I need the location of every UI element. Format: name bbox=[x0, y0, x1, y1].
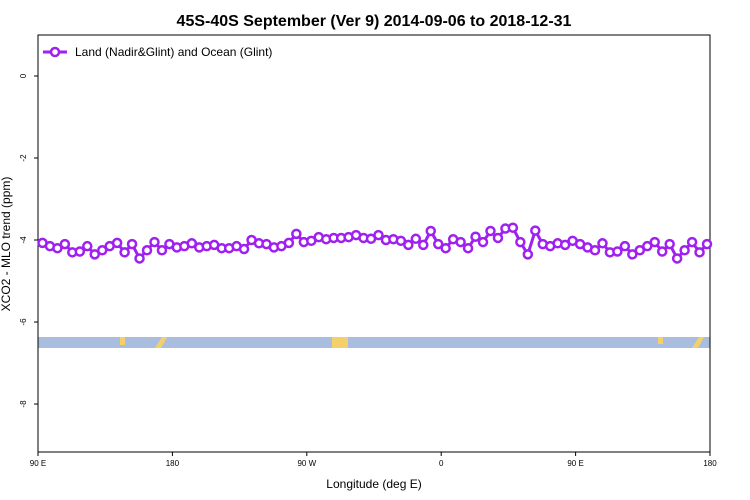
data-point bbox=[701, 238, 713, 250]
land-patch bbox=[332, 337, 348, 348]
data-point bbox=[89, 249, 100, 260]
land-patch bbox=[155, 337, 167, 348]
chart-title: 45S-40S September (Ver 9) 2014-09-06 to … bbox=[177, 13, 572, 30]
data-point bbox=[156, 245, 168, 256]
data-point bbox=[507, 222, 519, 233]
data-point bbox=[186, 238, 198, 249]
x-tick-label: 0 bbox=[439, 459, 444, 468]
data-point bbox=[111, 237, 123, 249]
x-tick-label: 180 bbox=[166, 459, 180, 468]
data-point bbox=[619, 240, 631, 252]
data-point bbox=[522, 249, 534, 260]
data-point bbox=[395, 235, 407, 247]
data-point bbox=[425, 225, 436, 237]
data-point bbox=[238, 243, 250, 255]
data-point bbox=[52, 242, 63, 254]
ocean-band bbox=[38, 337, 710, 348]
data-point bbox=[96, 245, 108, 256]
data-point bbox=[627, 249, 638, 260]
data-point bbox=[149, 236, 160, 248]
data-point bbox=[432, 238, 444, 250]
x-tick-label: 90 E bbox=[30, 459, 46, 468]
plot-frame bbox=[37, 34, 711, 453]
x-tick-label: 90 W bbox=[297, 459, 316, 468]
legend-label: Land (Nadir&Glint) and Ocean (Glint) bbox=[75, 45, 272, 59]
data-point bbox=[649, 236, 660, 248]
land-patch bbox=[692, 337, 704, 348]
data-point bbox=[515, 236, 526, 248]
data-point bbox=[119, 247, 130, 258]
data-point bbox=[634, 245, 646, 256]
data-point bbox=[470, 231, 481, 242]
data-point bbox=[656, 246, 668, 257]
data-point bbox=[291, 228, 302, 240]
data-point bbox=[589, 245, 601, 256]
land-ocean-band bbox=[38, 337, 710, 348]
data-point bbox=[418, 239, 429, 251]
y-tick-label: 0 bbox=[19, 73, 28, 78]
data-point bbox=[612, 246, 623, 257]
data-point bbox=[694, 247, 705, 258]
data-point bbox=[410, 233, 422, 245]
data-point bbox=[455, 236, 466, 248]
land-patch bbox=[120, 337, 125, 345]
x-tick-label: 90 E bbox=[567, 459, 583, 468]
data-point bbox=[126, 238, 138, 250]
y-axis-label: XCO2 - MLO trend (ppm) bbox=[0, 177, 13, 312]
data-point bbox=[485, 225, 496, 237]
data-point bbox=[74, 246, 86, 257]
data-point bbox=[671, 253, 683, 264]
data-point bbox=[82, 240, 93, 252]
data-point bbox=[134, 253, 145, 264]
data-point bbox=[373, 229, 384, 241]
data-point bbox=[141, 245, 153, 256]
y-tick-label: -6 bbox=[19, 318, 28, 326]
data-point bbox=[530, 225, 541, 236]
data-point bbox=[477, 236, 489, 248]
data-point bbox=[403, 239, 414, 251]
legend-marker bbox=[49, 46, 61, 58]
data-point bbox=[597, 238, 608, 249]
data-point bbox=[462, 242, 474, 254]
data-point bbox=[440, 242, 451, 254]
data-point bbox=[679, 245, 690, 256]
y-tick-label: -8 bbox=[19, 400, 28, 408]
x-tick-label: 180 bbox=[703, 459, 717, 468]
data-point bbox=[559, 239, 571, 251]
data-point bbox=[686, 236, 698, 248]
data-point bbox=[664, 238, 675, 250]
data-point bbox=[492, 232, 504, 244]
y-tick-label: -4 bbox=[19, 236, 28, 244]
data-point bbox=[642, 240, 653, 252]
y-tick-label: -2 bbox=[19, 154, 28, 162]
data-point bbox=[283, 237, 295, 249]
data-point bbox=[59, 238, 71, 250]
land-patch bbox=[658, 337, 663, 344]
x-axis-label: Longitude (deg E) bbox=[326, 477, 421, 491]
